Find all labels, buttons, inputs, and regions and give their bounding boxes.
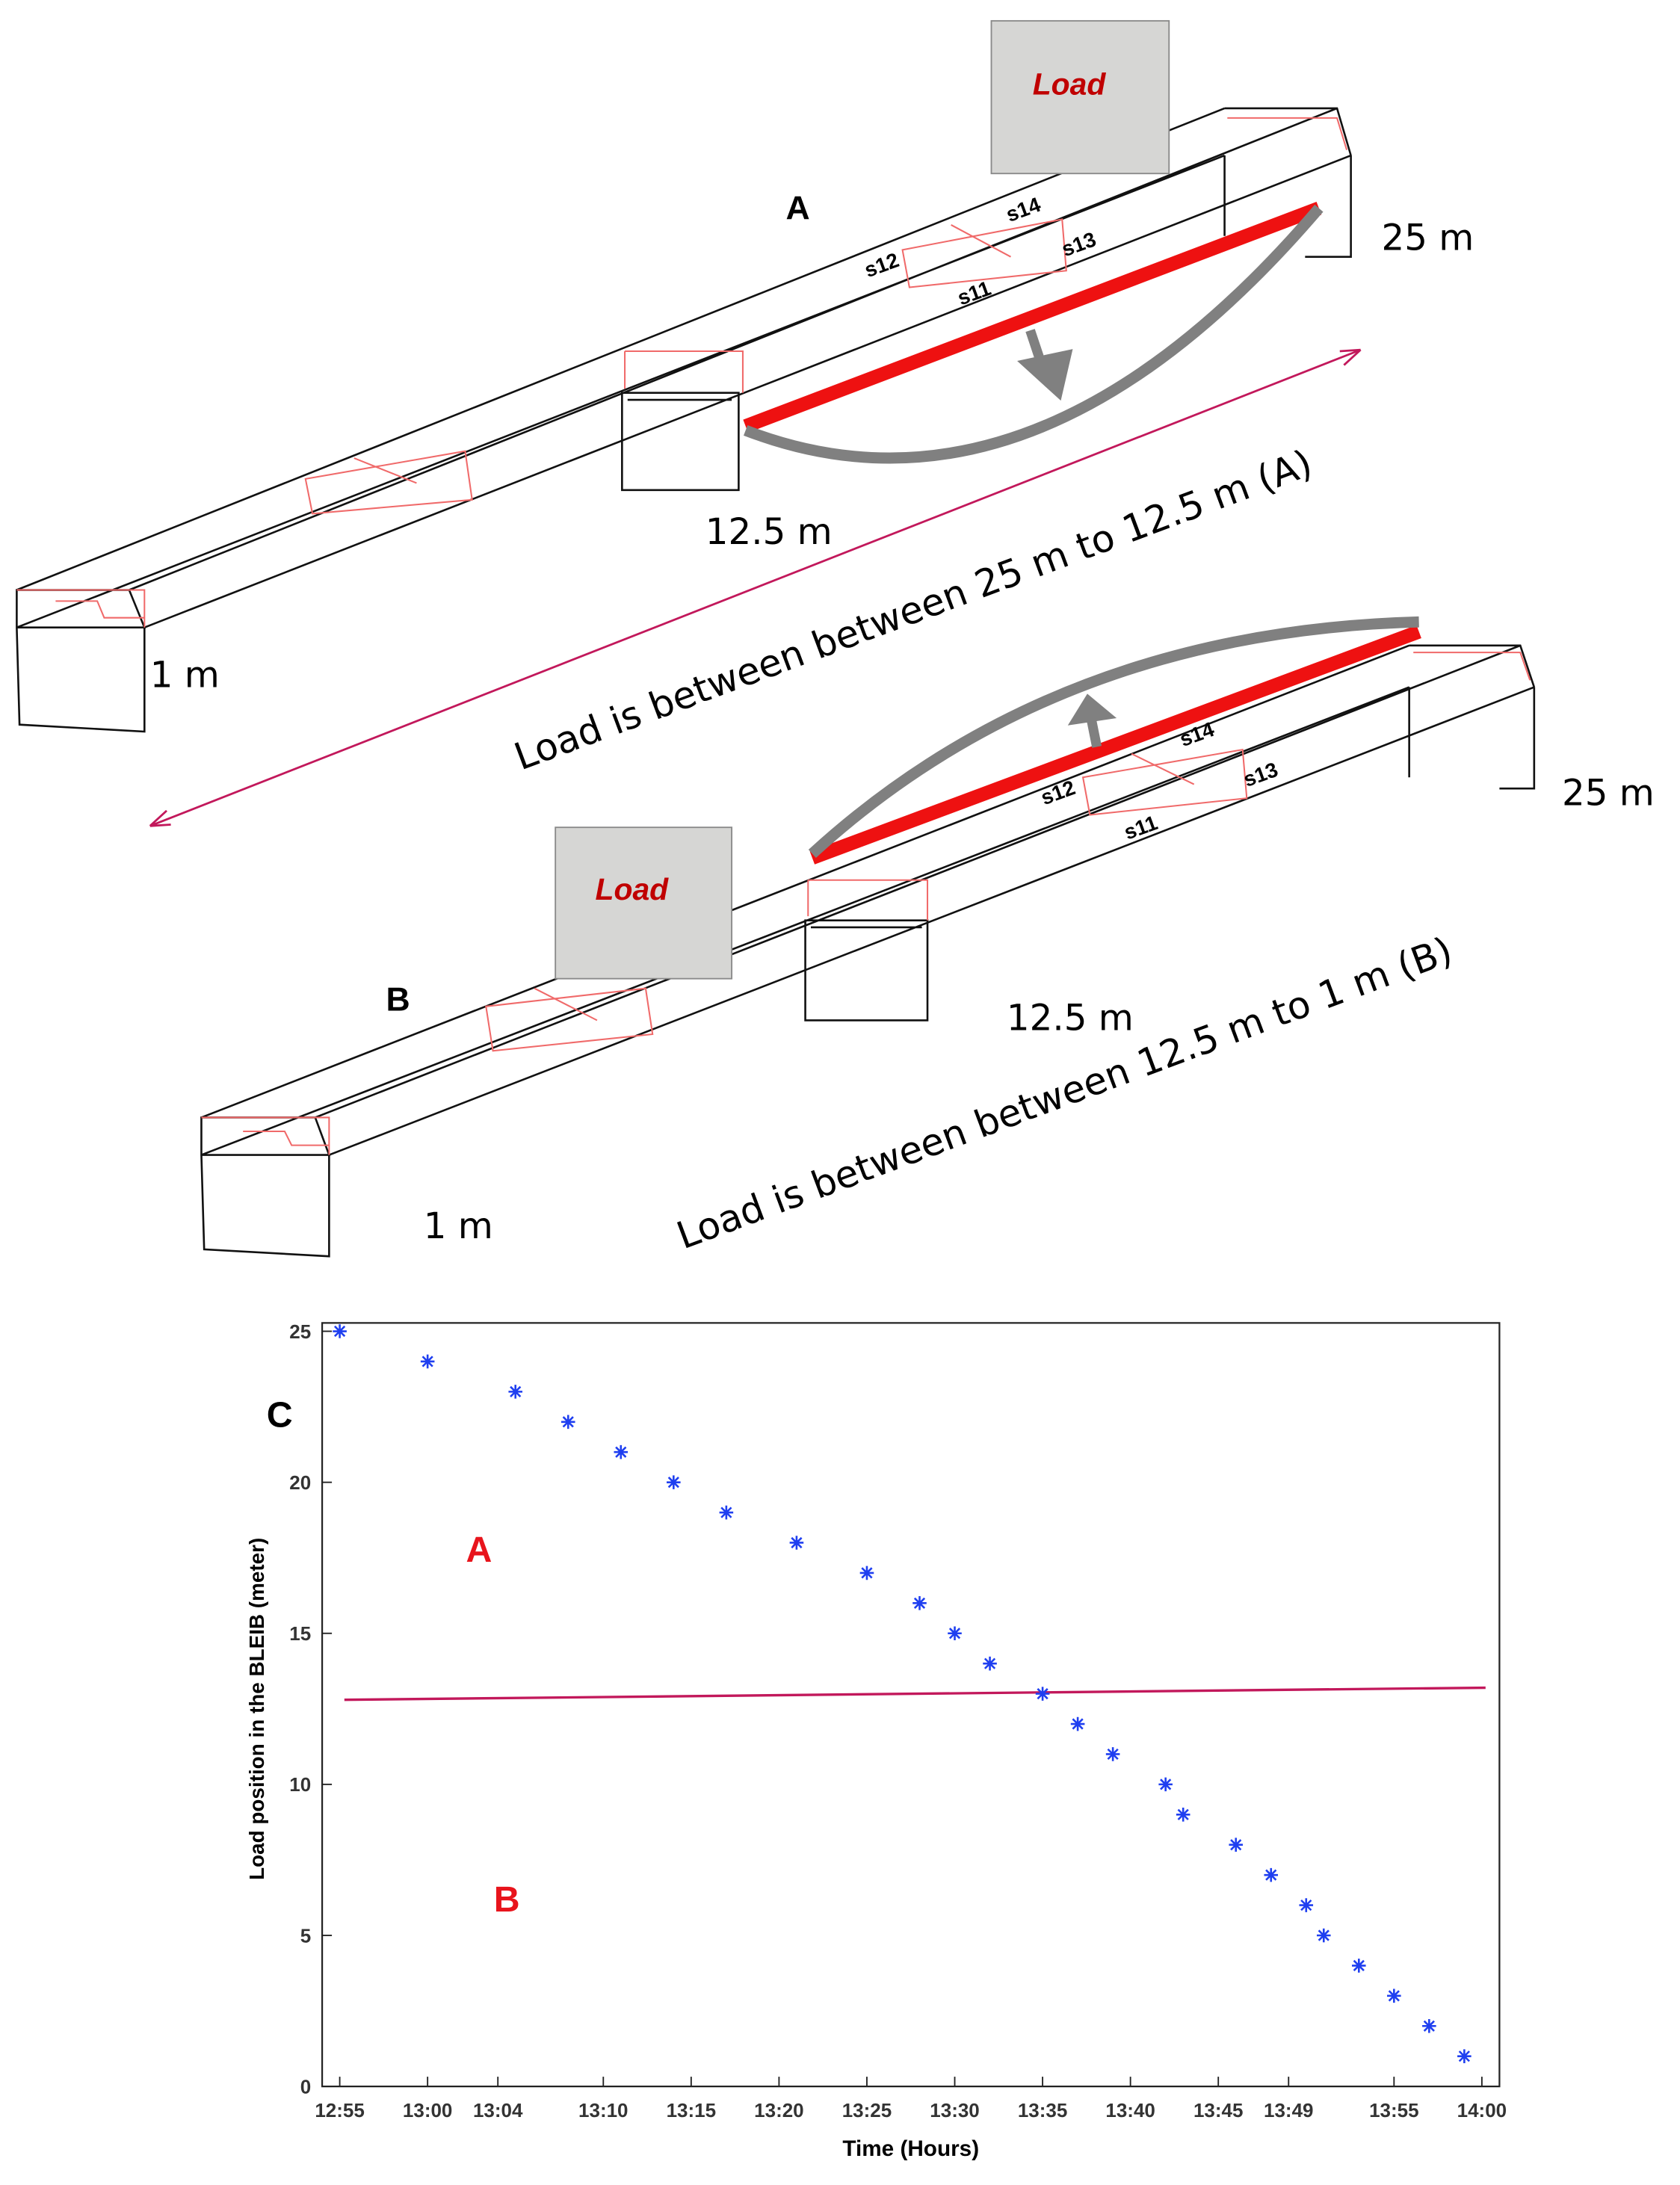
point bbox=[1387, 1988, 1401, 2003]
y-tick-label: 20 bbox=[289, 1471, 311, 1494]
point bbox=[983, 1656, 997, 1671]
distance-label: 1 m bbox=[150, 655, 220, 696]
point bbox=[1352, 1959, 1366, 1973]
point bbox=[1229, 1838, 1244, 1852]
distance-label: 25 m bbox=[1381, 217, 1474, 259]
distance-label: 1 m bbox=[424, 1205, 493, 1247]
load-label: Load bbox=[596, 872, 670, 906]
y-axis-label: Load position in the BLEIB (meter) bbox=[245, 1538, 268, 1880]
point bbox=[560, 1415, 575, 1430]
sensor: s12 bbox=[862, 248, 902, 282]
panel-label: B bbox=[386, 981, 410, 1018]
x-tick-label: 13:00 bbox=[403, 2099, 453, 2121]
beam-deflection bbox=[809, 625, 1421, 865]
point bbox=[667, 1475, 681, 1489]
x-tick-label: 13:35 bbox=[1018, 2099, 1068, 2121]
panel-label: A bbox=[786, 191, 810, 227]
point bbox=[859, 1566, 874, 1580]
point bbox=[420, 1354, 435, 1369]
panel-label: C bbox=[267, 1395, 293, 1435]
sensor: s11 bbox=[1121, 811, 1161, 844]
y-tick-label: 5 bbox=[300, 1924, 311, 1947]
reference-line bbox=[344, 1686, 1486, 1702]
point bbox=[1264, 1867, 1279, 1882]
x-tick-label: 13:45 bbox=[1193, 2099, 1244, 2121]
point bbox=[1070, 1716, 1085, 1731]
point bbox=[719, 1505, 734, 1520]
x-tick-label: 13:15 bbox=[667, 2099, 717, 2121]
distance-label: 12.5 m bbox=[705, 511, 833, 553]
beam-deflection bbox=[743, 201, 1322, 433]
distance-label: 12.5 m bbox=[1007, 997, 1134, 1039]
load-photo bbox=[555, 826, 733, 980]
region-label: B bbox=[494, 1879, 520, 1920]
x-tick-label: 13:30 bbox=[930, 2099, 980, 2121]
span-arrow bbox=[149, 348, 1362, 827]
deflection-arc bbox=[744, 204, 1324, 464]
arrow bbox=[1067, 693, 1117, 748]
point bbox=[508, 1385, 523, 1399]
region-label: A bbox=[466, 1530, 492, 1570]
x-tick-label: 13:25 bbox=[842, 2099, 892, 2121]
x-axis-label: Time (Hours) bbox=[842, 2136, 979, 2161]
deflection-arc bbox=[808, 616, 1419, 858]
x-tick-label: 13:40 bbox=[1105, 2099, 1155, 2121]
scatter-chart: 0 5 10 15 20 25 12:55 13:00 13:04 13:10 13:15 13:20… bbox=[245, 1320, 1507, 2161]
x-tick-label: 13:55 bbox=[1369, 2099, 1419, 2121]
x-tick-label: 13:10 bbox=[578, 2099, 629, 2121]
load-photo bbox=[990, 19, 1170, 175]
y-tick-label: 10 bbox=[289, 1773, 311, 1796]
sensor: s12 bbox=[1038, 776, 1078, 809]
point bbox=[1316, 1928, 1331, 1943]
x-tick-label: 13:04 bbox=[473, 2099, 523, 2121]
point bbox=[1457, 2049, 1471, 2063]
point bbox=[1158, 1777, 1173, 1792]
load-label: Load bbox=[1033, 67, 1107, 101]
x-tick-label: 13:49 bbox=[1264, 2099, 1314, 2121]
point bbox=[1299, 1898, 1314, 1912]
sensor: s14 bbox=[1003, 193, 1044, 226]
x-tick-label: 14:00 bbox=[1457, 2099, 1507, 2121]
x-tick-label: 13:20 bbox=[754, 2099, 804, 2121]
sensor: s13 bbox=[1241, 758, 1281, 791]
beam-b: Load B s11 s12 s13 s14 25 m 12.5 m 1 m L… bbox=[200, 616, 1655, 1258]
point bbox=[333, 1324, 347, 1338]
plot-frame bbox=[321, 1322, 1501, 2088]
point bbox=[1176, 1808, 1190, 1822]
point bbox=[948, 1626, 962, 1641]
distance-label: 25 m bbox=[1562, 772, 1655, 814]
point bbox=[1105, 1747, 1120, 1761]
point bbox=[912, 1596, 927, 1610]
point bbox=[1035, 1687, 1050, 1701]
arrow bbox=[1017, 329, 1073, 401]
point bbox=[789, 1536, 804, 1550]
point bbox=[1422, 2018, 1436, 2033]
x-tick-label: 12:55 bbox=[315, 2099, 364, 2121]
point bbox=[614, 1444, 629, 1459]
y-tick-label: 25 bbox=[289, 1320, 311, 1343]
y-tick-label: 0 bbox=[300, 2075, 311, 2098]
y-tick-label: 15 bbox=[289, 1622, 311, 1645]
